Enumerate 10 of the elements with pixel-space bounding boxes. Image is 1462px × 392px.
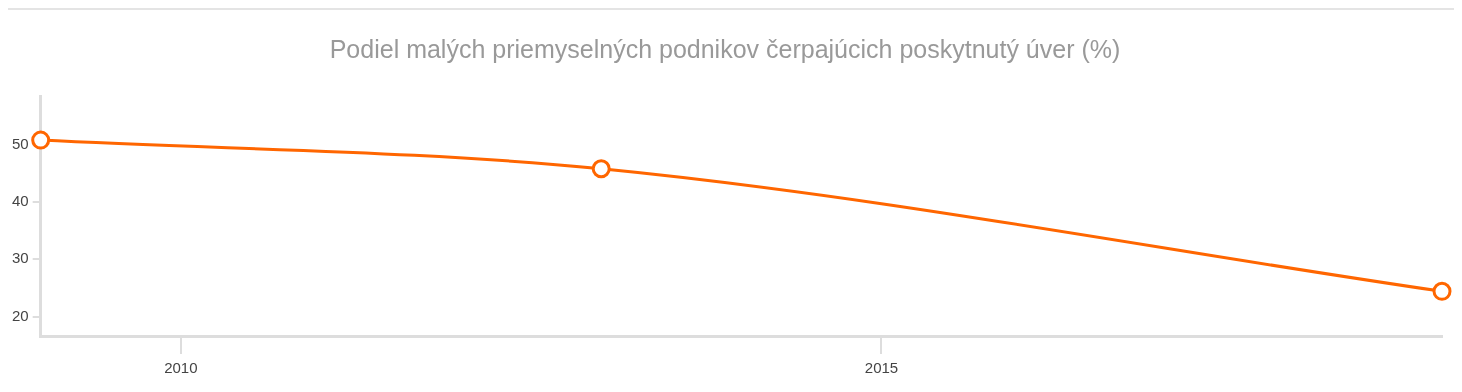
point bbox=[591, 159, 611, 179]
y-tick-label: 50 bbox=[12, 134, 29, 152]
y-tick-label: 30 bbox=[12, 249, 29, 267]
y-tick-label: 40 bbox=[12, 192, 29, 210]
point bbox=[31, 130, 51, 150]
chart-title: Podiel malých priemyselných podnikov čerpajúcich poskytnutý úver (%) bbox=[329, 34, 1121, 63]
x-tick-label: 2010 bbox=[164, 359, 198, 377]
point bbox=[1432, 281, 1452, 301]
x-tick-label: 2015 bbox=[864, 359, 899, 377]
y-tick-label: 20 bbox=[12, 306, 29, 324]
